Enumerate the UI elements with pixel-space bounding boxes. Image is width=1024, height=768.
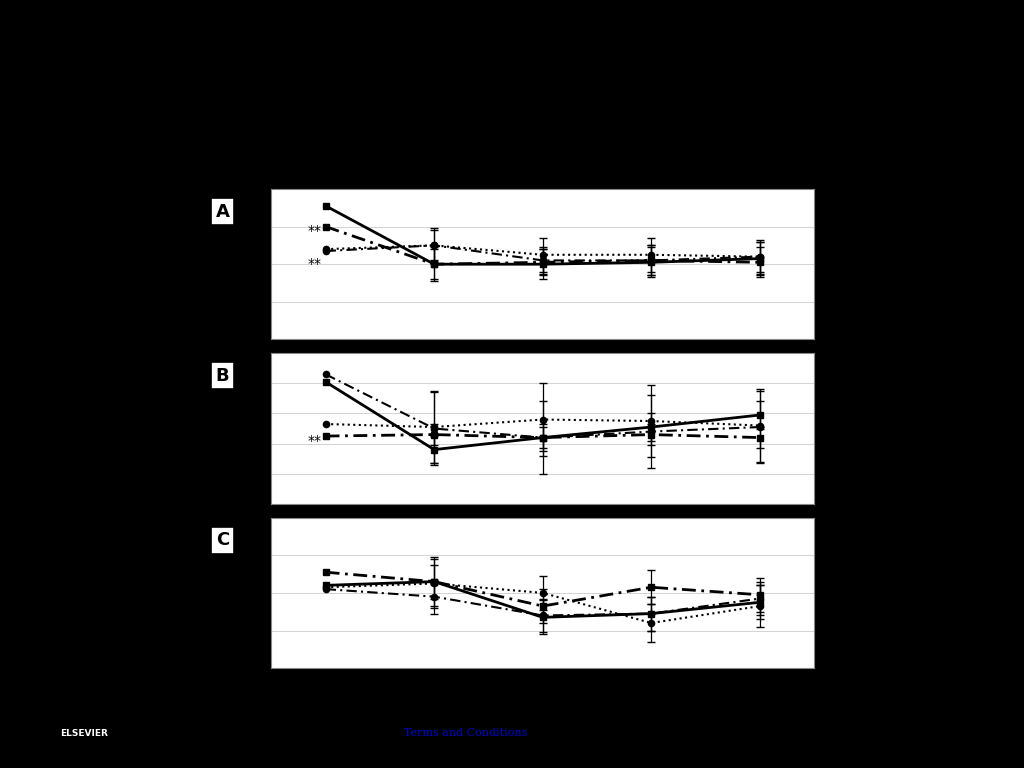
Text: 2013 96, 43-49DOI: (10.1016/j.athoracsur.2013.03.086): 2013 96, 43-49DOI: (10.1016/j.athoracsur… — [297, 710, 616, 721]
Text: **: ** — [308, 257, 322, 271]
Legend: BAV, AA-BAV, TAV, AA-TAV: BAV, AA-BAV, TAV, AA-TAV — [824, 402, 891, 455]
Text: C: C — [216, 531, 229, 549]
Y-axis label: cm: cm — [237, 419, 249, 438]
Text: **: ** — [308, 224, 322, 238]
Text: Fig 2: Fig 2 — [490, 27, 534, 45]
Legend: BAV, AA-BAV, TAV, AA-TAV: BAV, AA-BAV, TAV, AA-TAV — [824, 237, 891, 291]
Y-axis label: cm: cm — [237, 255, 249, 273]
Text: Terms and Conditions: Terms and Conditions — [404, 728, 527, 738]
Text: ELSEVIER: ELSEVIER — [60, 729, 109, 738]
Y-axis label: cm: cm — [237, 584, 249, 602]
Text: Copyright © 2013 The Society of Thoracic Surgeons: Copyright © 2013 The Society of Thoracic… — [159, 728, 459, 739]
Legend: BAV, AA-BAV, TAV, AA-TAV: BAV, AA-BAV, TAV, AA-TAV — [824, 566, 891, 620]
Text: The Annals of Thoracic Surgery: The Annals of Thoracic Surgery — [159, 710, 338, 720]
Text: A: A — [216, 203, 229, 220]
Text: **: ** — [308, 434, 322, 448]
Text: B: B — [216, 367, 229, 385]
